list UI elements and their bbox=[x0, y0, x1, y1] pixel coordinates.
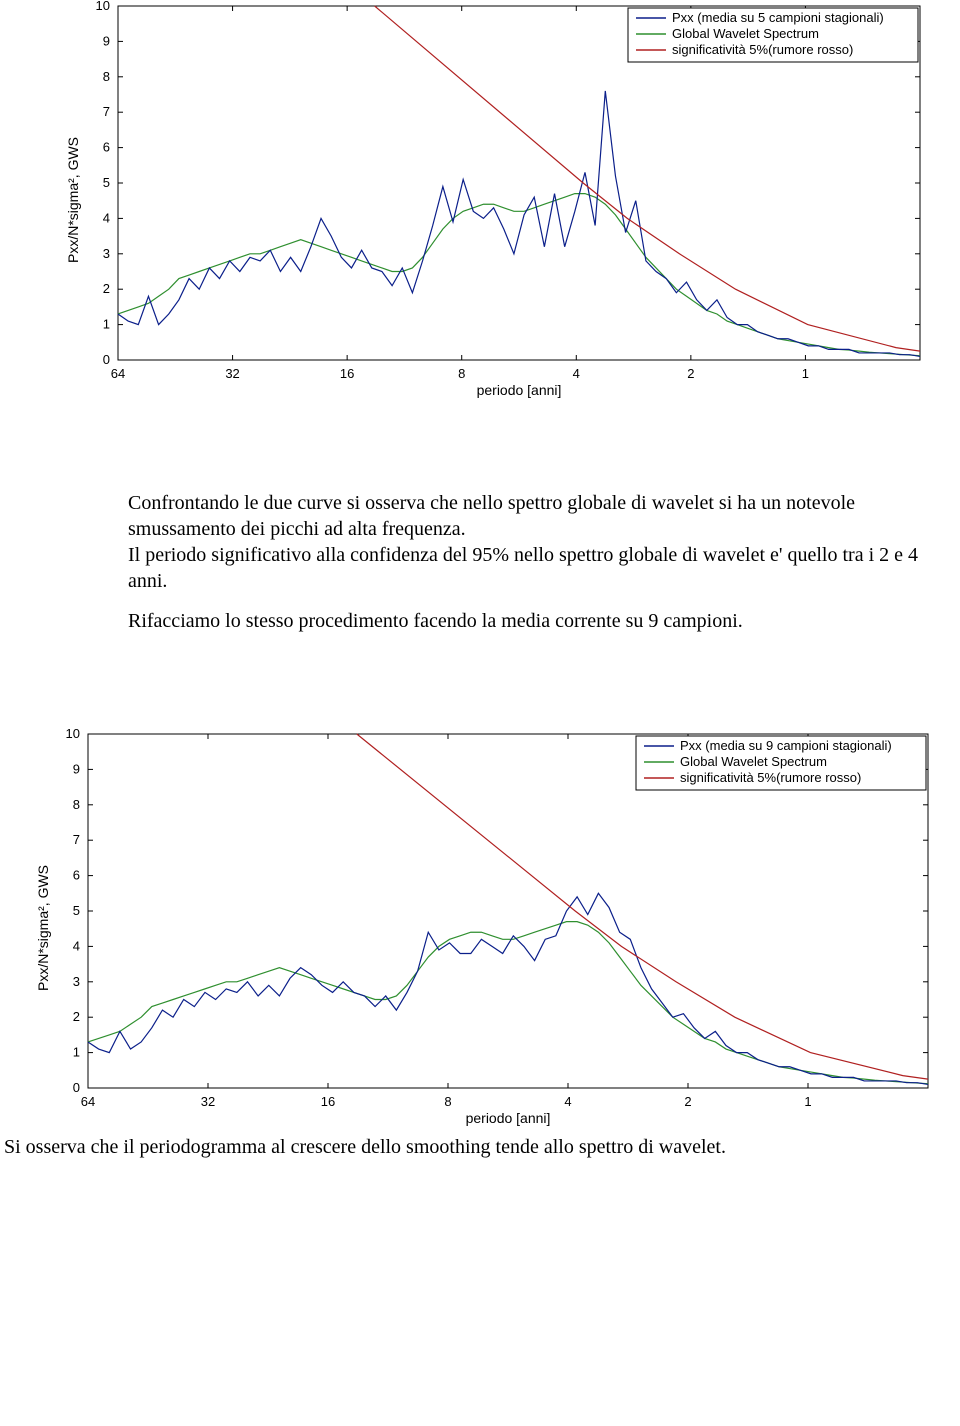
svg-text:Global Wavelet Spectrum: Global Wavelet Spectrum bbox=[680, 754, 827, 769]
svg-text:1: 1 bbox=[73, 1045, 80, 1060]
body-text: Confrontando le due curve si osserva che… bbox=[128, 490, 950, 634]
svg-text:1: 1 bbox=[804, 1094, 811, 1109]
svg-text:64: 64 bbox=[81, 1094, 95, 1109]
svg-text:4: 4 bbox=[73, 938, 80, 953]
chart-2-y-axis-label: Pxx/N*sigma², GWS bbox=[35, 865, 51, 991]
svg-text:5: 5 bbox=[103, 175, 110, 190]
svg-text:3: 3 bbox=[73, 974, 80, 989]
svg-text:1: 1 bbox=[103, 317, 110, 332]
svg-text:significatività 5%(rumore ross: significatività 5%(rumore rosso) bbox=[680, 770, 861, 785]
svg-text:7: 7 bbox=[73, 832, 80, 847]
svg-text:8: 8 bbox=[444, 1094, 451, 1109]
paragraph-1-line2: Il periodo significativo alla confidenza… bbox=[128, 544, 918, 592]
svg-text:2: 2 bbox=[687, 366, 694, 381]
chart-2: 0 1 2 3 4 5 6 7 8 9 10 64 32 16 8 4 2 1 periodo [anni] Pxx … bbox=[40, 728, 940, 1128]
svg-text:Pxx (media su 9 campioni stagi: Pxx (media su 9 campioni stagionali) bbox=[680, 738, 892, 753]
chart-1-container: Pxx/N*sigma², GWS 0123456789106432168421… bbox=[70, 0, 960, 400]
svg-text:8: 8 bbox=[103, 69, 110, 84]
svg-text:10: 10 bbox=[96, 0, 110, 13]
svg-text:Pxx (media su 5 campioni stagi: Pxx (media su 5 campioni stagionali) bbox=[672, 10, 884, 25]
chart-1: 0 1 2 3 4 5 6 7 8 9 10 64 32 16 8 4 2 1 periodo [anni] Pxx … bbox=[70, 0, 932, 400]
svg-text:9: 9 bbox=[103, 33, 110, 48]
page: Pxx/N*sigma², GWS 0123456789106432168421… bbox=[0, 0, 960, 1159]
svg-text:32: 32 bbox=[201, 1094, 215, 1109]
svg-text:1: 1 bbox=[802, 366, 809, 381]
svg-text:8: 8 bbox=[458, 366, 465, 381]
svg-text:10: 10 bbox=[66, 728, 80, 741]
paragraph-1-line1: Confrontando le due curve si osserva che… bbox=[128, 492, 855, 540]
svg-text:significatività 5%(rumore ross: significatività 5%(rumore rosso) bbox=[672, 42, 853, 57]
svg-text:Global Wavelet Spectrum: Global Wavelet Spectrum bbox=[672, 26, 819, 41]
svg-text:6: 6 bbox=[103, 140, 110, 155]
svg-text:64: 64 bbox=[111, 366, 125, 381]
bottom-note: Si osserva che il periodogramma al cresc… bbox=[4, 1136, 960, 1159]
svg-text:2: 2 bbox=[684, 1094, 691, 1109]
chart-1-y-axis-label: Pxx/N*sigma², GWS bbox=[65, 137, 81, 263]
svg-text:periodo [anni]: periodo [anni] bbox=[466, 1110, 551, 1126]
chart-2-container: Pxx/N*sigma², GWS 0123456789106432168421… bbox=[40, 728, 960, 1128]
svg-text:4: 4 bbox=[564, 1094, 571, 1109]
svg-text:2: 2 bbox=[103, 281, 110, 296]
svg-text:16: 16 bbox=[321, 1094, 335, 1109]
svg-text:4: 4 bbox=[103, 210, 110, 225]
svg-text:6: 6 bbox=[73, 868, 80, 883]
svg-text:periodo [anni]: periodo [anni] bbox=[477, 382, 562, 398]
svg-text:32: 32 bbox=[225, 366, 239, 381]
paragraph-1: Confrontando le due curve si osserva che… bbox=[128, 490, 950, 594]
svg-text:0: 0 bbox=[73, 1080, 80, 1095]
svg-text:16: 16 bbox=[340, 366, 354, 381]
svg-text:8: 8 bbox=[73, 797, 80, 812]
svg-text:0: 0 bbox=[103, 352, 110, 367]
svg-text:4: 4 bbox=[573, 366, 580, 381]
svg-text:9: 9 bbox=[73, 761, 80, 776]
svg-text:3: 3 bbox=[103, 246, 110, 261]
paragraph-2: Rifacciamo lo stesso procedimento facend… bbox=[128, 608, 950, 634]
svg-text:2: 2 bbox=[73, 1009, 80, 1024]
svg-text:7: 7 bbox=[103, 104, 110, 119]
svg-text:5: 5 bbox=[73, 903, 80, 918]
